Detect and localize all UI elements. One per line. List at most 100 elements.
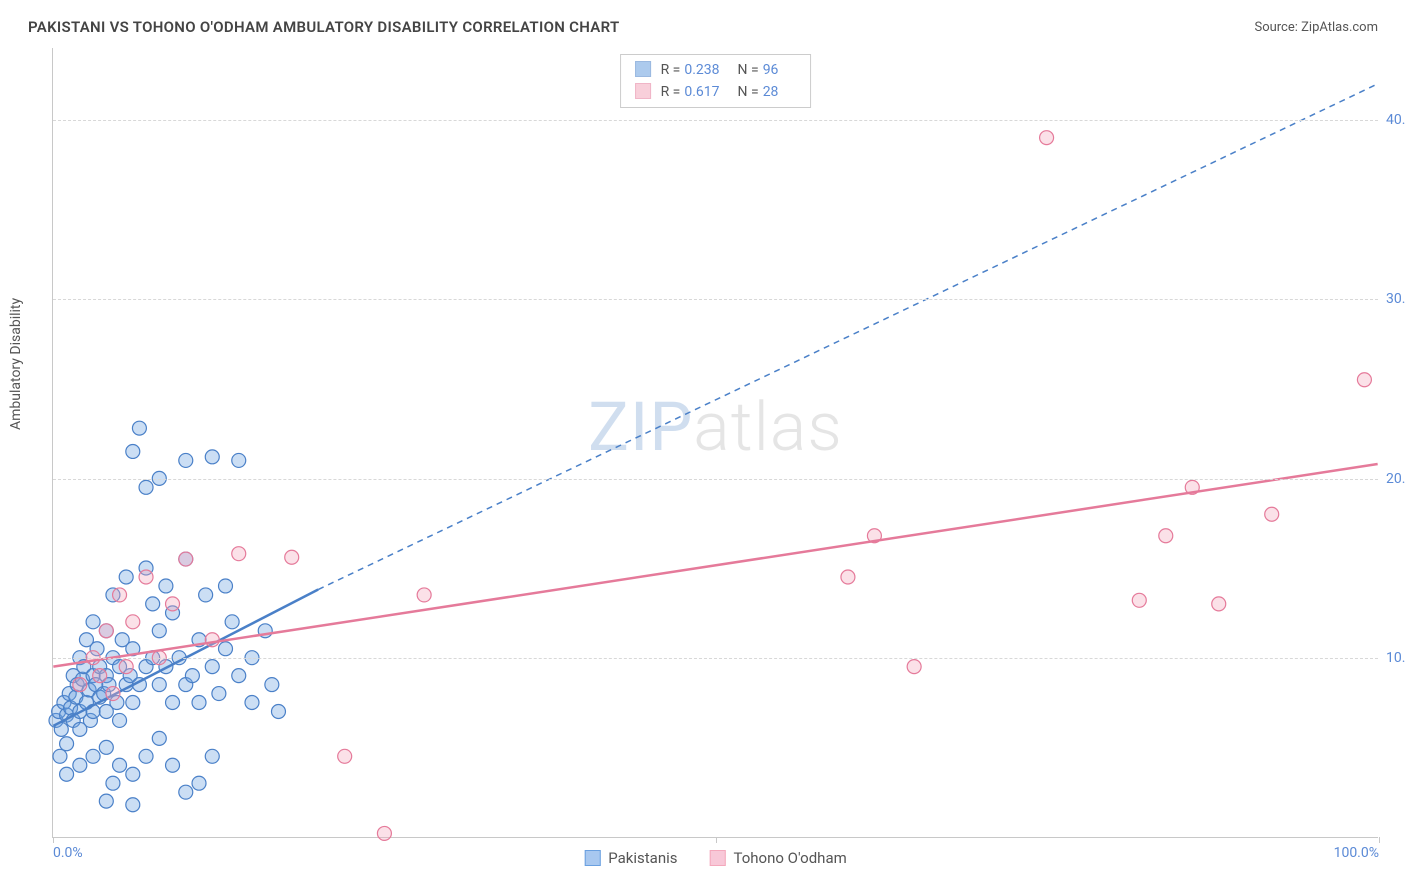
scatter-point [159,579,173,593]
scatter-point [205,633,219,647]
scatter-point [60,737,74,751]
scatter-point [126,767,140,781]
scatter-point [93,669,107,683]
scatter-point [1132,593,1146,607]
trend-line-extended [318,84,1377,590]
chart-title: PAKISTANI VS TOHONO O'ODHAM AMBULATORY D… [28,18,620,36]
scatter-point [225,615,239,629]
legend-swatch [635,61,651,77]
scatter-point [126,615,140,629]
scatter-point [139,480,153,494]
scatter-point [417,588,431,602]
gridline [53,479,1378,480]
scatter-point [99,624,113,638]
legend-swatch [710,850,726,866]
scatter-point [139,749,153,763]
scatter-point [73,758,87,772]
scatter-point [232,547,246,561]
legend-r-label: R = [661,84,681,100]
gridline [53,120,1378,121]
scatter-point [60,767,74,781]
scatter-point [232,453,246,467]
scatter-point [146,597,160,611]
source-attribution: Source: ZipAtlas.com [1254,20,1378,35]
scatter-point [152,731,166,745]
scatter-point [106,687,120,701]
scatter-point [126,696,140,710]
scatter-point [113,588,127,602]
scatter-point [126,444,140,458]
scatter-point [179,552,193,566]
scatter-point [212,687,226,701]
legend-swatch [635,83,651,99]
legend-series-item: Tohono O'odham [710,849,847,867]
scatter-point [205,450,219,464]
chart-plot-area: R =0.238N =96R =0.617N =28 ZIPatlas Paki… [52,48,1378,838]
scatter-plot-svg [53,48,1378,837]
scatter-point [73,678,87,692]
legend-swatch [584,850,600,866]
legend-series-item: Pakistanis [584,849,677,867]
scatter-point [113,758,127,772]
scatter-point [152,624,166,638]
correlation-legend: R =0.238N =96R =0.617N =28 [620,54,812,108]
y-tick-label: 10.0% [1386,650,1406,666]
scatter-point [99,794,113,808]
scatter-point [1265,507,1279,521]
legend-series-label: Pakistanis [608,849,677,867]
series-legend: Pakistanis Tohono O'odham [568,849,863,867]
scatter-point [53,749,67,763]
scatter-point [232,669,246,683]
scatter-point [126,798,140,812]
y-axis-label: Ambulatory Disability [8,298,24,430]
scatter-point [119,660,133,674]
scatter-point [377,826,391,840]
scatter-point [245,696,259,710]
legend-r-value: 0.617 [684,84,719,100]
scatter-point [1159,529,1173,543]
y-tick-label: 20.0% [1386,471,1406,487]
y-tick-label: 40.0% [1386,112,1406,128]
scatter-point [205,660,219,674]
scatter-point [166,758,180,772]
header: PAKISTANI VS TOHONO O'ODHAM AMBULATORY D… [28,18,1378,36]
scatter-point [139,570,153,584]
legend-n-value: 96 [763,62,779,78]
scatter-point [132,421,146,435]
scatter-point [841,570,855,584]
scatter-point [179,453,193,467]
x-tick-mark [1379,837,1380,843]
scatter-point [86,615,100,629]
scatter-point [1040,131,1054,145]
scatter-point [99,740,113,754]
legend-r-value: 0.238 [684,62,719,78]
scatter-point [166,696,180,710]
scatter-point [285,550,299,564]
legend-row: R =0.238N =96 [635,59,797,81]
x-tick-mark [53,837,54,843]
scatter-point [185,669,199,683]
legend-n-value: 28 [763,84,779,100]
scatter-point [907,660,921,674]
x-tick-mark [716,837,717,843]
scatter-point [192,776,206,790]
scatter-point [265,678,279,692]
scatter-point [1212,597,1226,611]
scatter-point [192,696,206,710]
trend-line [53,464,1377,667]
scatter-point [119,570,133,584]
gridline [53,658,1378,659]
scatter-point [152,678,166,692]
scatter-point [1357,373,1371,387]
legend-series-label: Tohono O'odham [734,849,847,867]
scatter-point [199,588,213,602]
scatter-point [106,776,120,790]
scatter-point [86,749,100,763]
scatter-point [271,704,285,718]
scatter-point [113,713,127,727]
legend-n-label: N = [738,62,759,78]
scatter-point [179,785,193,799]
legend-n-label: N = [738,84,759,100]
y-tick-label: 30.0% [1386,291,1406,307]
x-tick-label: 100.0% [1334,845,1379,861]
